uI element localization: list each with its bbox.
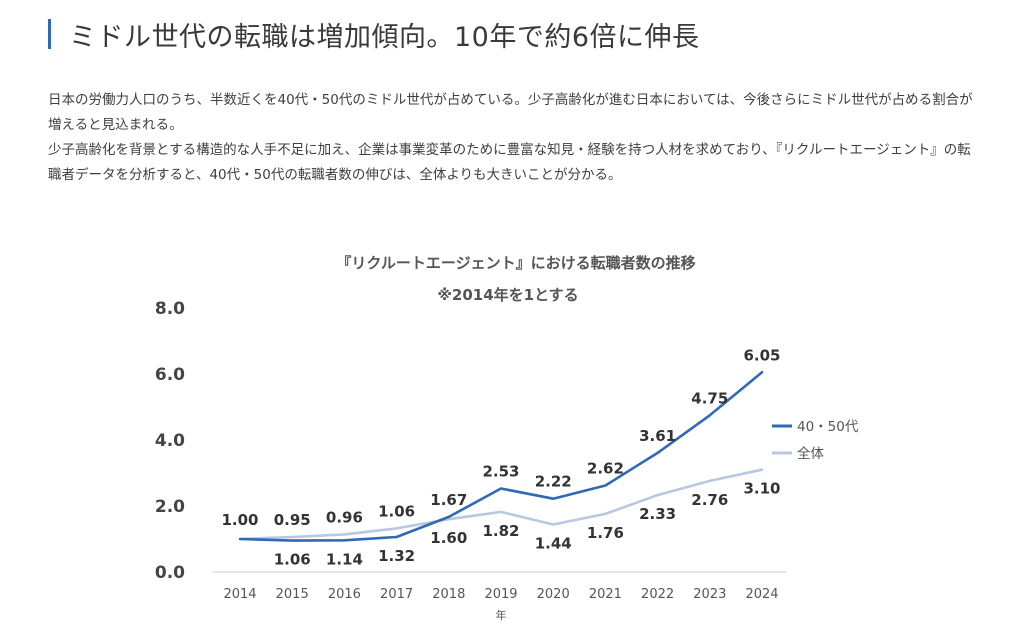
intro-paragraph-2: 少子高齢化を背景とする構造的な人手不足に加え、企業は事業変革のために豊富な知見・… <box>48 142 971 183</box>
data-label-middle-age: 3.61 <box>639 427 676 445</box>
headline-accent-bar <box>48 19 51 49</box>
data-label-middle-age: 0.96 <box>326 508 363 526</box>
chart-container: 『リクルートエージェント』における転職者数の推移 ※2014年を1とする 0.0… <box>0 230 1024 628</box>
legend-label: 40・50代 <box>797 419 859 435</box>
line-chart: 『リクルートエージェント』における転職者数の推移 ※2014年を1とする 0.0… <box>155 254 859 622</box>
intro-paragraph-1: 日本の労働力人口のうち、半数近くを40代・50代のミドル世代が占めている。少子高… <box>48 92 973 133</box>
x-tick-label: 2023 <box>693 587 726 602</box>
x-tick-label: 2018 <box>432 587 465 602</box>
x-tick-label: 2019 <box>484 587 517 602</box>
data-label-total: 1.76 <box>587 524 624 542</box>
x-tick-label: 2014 <box>223 587 256 602</box>
data-label-total: 1.14 <box>326 550 363 568</box>
y-tick-label: 4.0 <box>155 431 185 451</box>
page-title: ミドル世代の転職は増加傾向。10年で約6倍に伸長 <box>69 21 700 53</box>
data-label-total: 1.44 <box>535 534 572 552</box>
x-axis-label: 年 <box>496 608 507 622</box>
data-label-middle-age: 0.95 <box>274 511 311 529</box>
data-label-middle-age: 1.06 <box>378 502 415 520</box>
y-tick-label: 6.0 <box>155 365 185 385</box>
legend-label: 全体 <box>797 445 825 462</box>
data-label-middle-age: 4.75 <box>691 389 728 407</box>
x-tick-label: 2016 <box>328 587 361 602</box>
x-tick-label: 2017 <box>380 587 413 602</box>
page-headline: ミドル世代の転職は増加傾向。10年で約6倍に伸長 <box>48 14 700 54</box>
chart-subtitle: ※2014年を1とする <box>437 286 578 304</box>
data-label-total: 2.33 <box>639 505 676 523</box>
data-label-total: 1.06 <box>274 551 311 569</box>
data-label-total: 1.60 <box>430 529 467 547</box>
x-tick-label: 2015 <box>276 587 309 602</box>
intro-text: 日本の労働力人口のうち、半数近くを40代・50代のミドル世代が占めている。少子高… <box>48 88 978 188</box>
series-line-total <box>238 468 764 541</box>
data-label-total: 1.82 <box>482 522 519 540</box>
data-label-total: 2.76 <box>691 491 728 509</box>
data-label-total: 3.10 <box>743 480 780 498</box>
y-tick-label: 2.0 <box>155 497 185 517</box>
data-label-middle-age: 2.53 <box>482 463 519 481</box>
x-tick-label: 2022 <box>641 587 674 602</box>
data-label-total: 1.32 <box>378 547 415 565</box>
data-label-middle-age: 2.22 <box>535 473 572 491</box>
data-label-middle-age: 1.00 <box>221 511 258 529</box>
data-label-middle-age: 1.67 <box>430 491 467 509</box>
x-tick-label: 2024 <box>745 587 778 602</box>
series-line-middle-age <box>238 371 764 542</box>
x-tick-label: 2020 <box>537 587 570 602</box>
data-label-middle-age: 6.05 <box>743 346 780 364</box>
y-tick-label: 0.0 <box>155 563 185 583</box>
y-tick-label: 8.0 <box>155 299 185 319</box>
data-label-middle-age: 2.62 <box>587 460 624 478</box>
chart-title: 『リクルートエージェント』における転職者数の推移 <box>336 254 695 272</box>
x-tick-label: 2021 <box>589 587 622 602</box>
